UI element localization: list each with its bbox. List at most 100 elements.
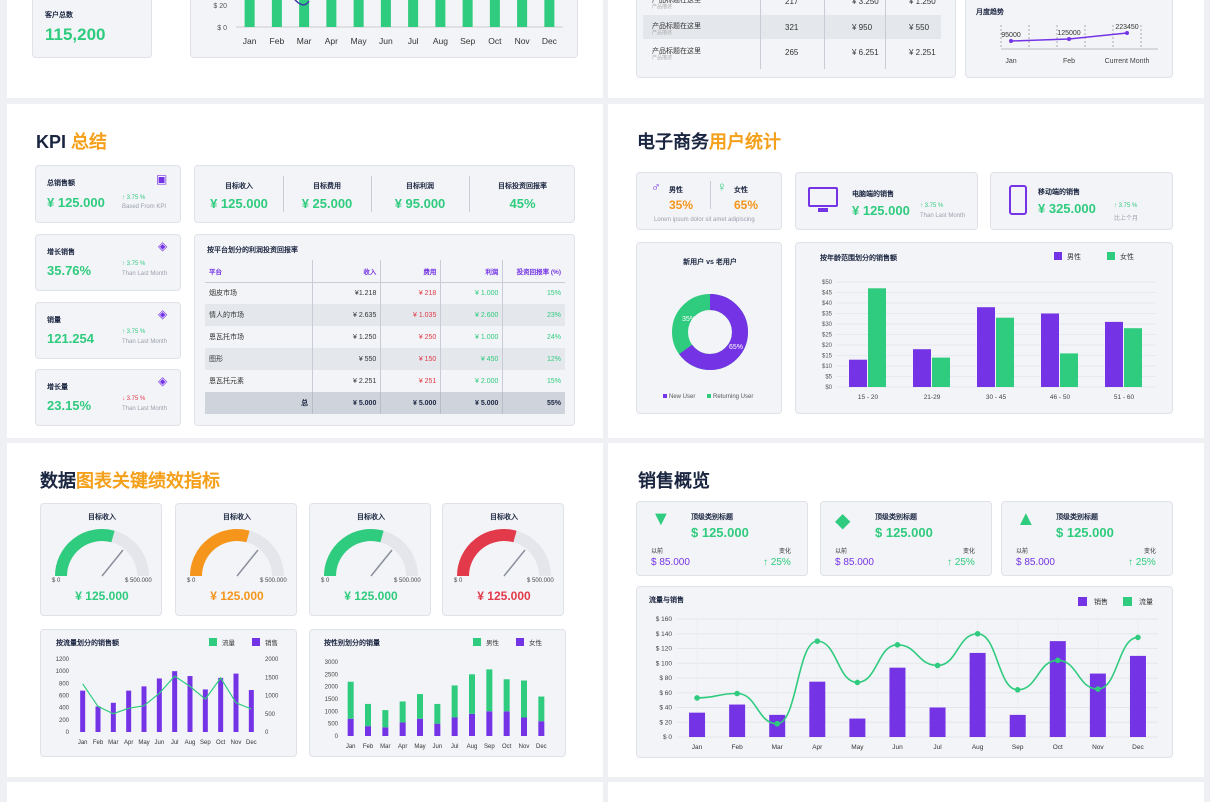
gauge-fill [457, 529, 517, 577]
card-value: $ 125.000 [1056, 525, 1114, 540]
bar [271, 0, 282, 27]
trend-point [1125, 31, 1129, 35]
month-label: Aug [185, 740, 196, 746]
month-label: Jan [692, 744, 703, 751]
bar-male [451, 717, 458, 736]
category-label: 21-29 [924, 394, 941, 401]
table-row: 情人的市场 ¥ 2.635 ¥ 1.035 ¥ 2.600 23% [205, 304, 565, 326]
monthly-trend-chart: 95000 Jan 125000 Feb 223450 Current Month [1000, 24, 1158, 65]
traffic-point [1095, 686, 1101, 692]
table-header: 投资回报率 (%) [516, 268, 561, 276]
bar [929, 707, 946, 737]
traffic-point [1014, 687, 1021, 693]
ytick-left: 800 [59, 681, 70, 687]
gender-card: ♂ 男性 35% ♀ 女性 65% Lorem ipsum dolor sit … [636, 172, 782, 230]
month-label: Nov [231, 740, 242, 746]
gauge-card: 目标收入 $ 0 $ 500.000 ¥ 125.000 [175, 503, 297, 616]
traffic-point [1054, 657, 1061, 664]
age-chart: 按年龄范围划分的销售额 男性 女性 $50 $45 $40 $35 $30 $25 $20 $15 $… [820, 252, 1156, 401]
target-divider [371, 176, 372, 212]
ytick-label: $40 [822, 301, 833, 307]
legend-male: 男性 [1067, 252, 1081, 261]
month-label: Feb [93, 740, 104, 746]
bar [202, 689, 208, 732]
legend-swatch [663, 394, 667, 398]
month-label: Sep [1012, 744, 1024, 751]
legend-swatch [209, 638, 217, 646]
gauge-needle [236, 549, 259, 577]
age-chart-card: 按年龄范围划分的销售额 男性 女性 $50 $45 $40 $35 $30 $25 $20 $15 $… [795, 242, 1173, 414]
customer-value: 115,200 [45, 25, 106, 44]
change-label: 变化 [1144, 549, 1157, 555]
product-price: ¥ 6.251 [852, 48, 879, 57]
bar-male [521, 717, 527, 736]
table-header: 收入 [312, 260, 382, 282]
legend-swatch [1107, 252, 1115, 260]
table-cell: ¥ 2.000 [440, 370, 504, 392]
month-label: May [414, 744, 425, 750]
bar [435, 0, 446, 27]
bar [932, 357, 950, 387]
column-divider [824, 0, 825, 69]
product-qty: 265 [785, 48, 799, 57]
ytick-left: 600 [59, 694, 70, 700]
overview-card: ◆ 顶级类别标题 $ 125.000 以前 $ 85.000 变化 ↑ 25% [820, 501, 992, 576]
column-divider [885, 0, 886, 69]
bar [489, 0, 500, 27]
mobile-label: 移动端的销售 [1038, 189, 1080, 196]
ytick-label: $ 0 [663, 734, 672, 741]
bar-female [417, 694, 423, 719]
month-label: Feb [363, 744, 374, 750]
legend-new: New User [669, 394, 695, 400]
ytick-label: $15 [822, 354, 833, 360]
male-label: 男性 [669, 187, 683, 194]
donut-card: 新用户 vs 老用户 35% 65% New User Returning User [636, 242, 782, 414]
month-label: Oct [502, 744, 512, 750]
month-label: Apr [812, 744, 823, 751]
traffic-chart-card: 按流量划分的销售额 流量 销售 1200 1000 800 600 400 200 0 2000 15… [40, 629, 297, 757]
table-cell: 24% [546, 333, 561, 341]
bar [977, 307, 995, 387]
traffic-point [894, 642, 901, 648]
table-row: 恩瓦托元素 ¥ 2.251 ¥ 251 ¥ 2.000 15% [205, 370, 565, 392]
category-icon: ◆ [835, 510, 851, 532]
product-qty: 321 [785, 23, 799, 32]
bar-female [365, 703, 371, 727]
mobile-sales-card: 移动端的销售 ¥ 325.000 ↑ 3.75 % 比上个月 [990, 172, 1173, 230]
ytick-label: $20 [822, 343, 833, 349]
trend-point [1009, 39, 1013, 43]
kpi-pct: ↑ 3.75 % [122, 261, 146, 267]
bar-female [434, 703, 441, 724]
month-label: Sep [200, 740, 211, 746]
month-label: Feb [732, 744, 744, 751]
trend-label: Jan [1005, 58, 1016, 65]
bar-female [503, 679, 510, 712]
change-label: 变化 [779, 549, 792, 555]
target-value: 45% [509, 196, 536, 211]
card-title: 顶级类别标题 [875, 514, 917, 521]
bar [809, 681, 826, 737]
product-sub: 产品描述 [652, 4, 673, 10]
bar [172, 671, 178, 732]
platform-table: 平台 收入 费用 利润 投资回报率 (%) 烟皮市场 ¥1.218 ¥ 218 ¥ 1.000… [205, 260, 565, 414]
ytick-label: $5 [825, 375, 832, 381]
table-total-cell: 总 [205, 392, 314, 414]
datakpi-panel: 数据图表关键绩效指标 按流量划分的销售额 流量 销售 1200 1000 800 600 40… [7, 443, 603, 777]
table-cell: 图形 [205, 348, 314, 370]
table-cell: 23% [546, 311, 561, 319]
trend-value: 125000 [1057, 30, 1080, 37]
product-price: ¥ 3.250 [852, 0, 879, 6]
legend-swatch [252, 638, 260, 646]
traffic-chart: 按流量划分的销售额 流量 销售120010008006004002000200015… [56, 638, 279, 746]
ytick-label: $ 160 [656, 616, 673, 623]
gauge-value: ¥ 125.000 [344, 589, 398, 603]
table-cell: 15% [546, 377, 561, 385]
bar [868, 288, 886, 387]
ytick-right: 2000 [265, 657, 279, 663]
gauge-fill [190, 529, 250, 577]
month-label: Aug [467, 744, 478, 750]
table-cell: ¥ 2.635 [312, 304, 382, 326]
change-value: ↑ 25% [763, 557, 791, 568]
change-label: 变化 [963, 549, 976, 555]
ytick-label: 0 [335, 734, 339, 740]
